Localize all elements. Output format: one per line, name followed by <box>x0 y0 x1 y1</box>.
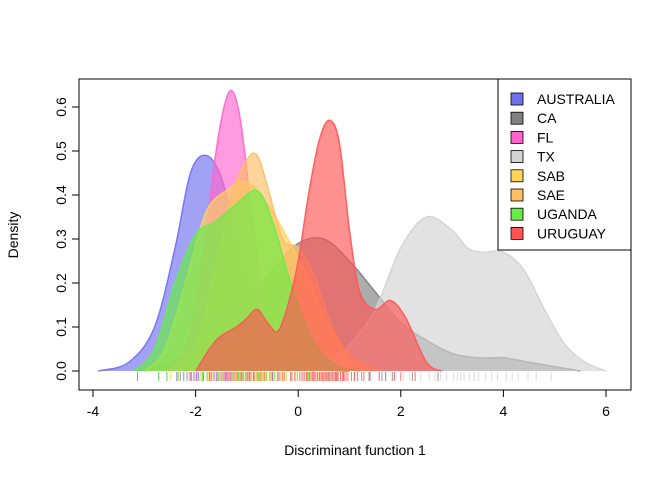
legend-label: TX <box>537 149 556 165</box>
y-axis: 0.0 0.1 0.2 0.3 0.4 0.5 0.6 <box>53 97 80 381</box>
legend-label: FL <box>537 129 554 145</box>
legend-box <box>497 78 632 251</box>
x-tick-label: 4 <box>500 403 508 419</box>
legend-swatch <box>510 169 524 183</box>
legend-swatch <box>510 150 524 164</box>
y-tick-label: 0.6 <box>53 97 69 117</box>
x-tick-label: -4 <box>87 403 100 419</box>
legend-swatch <box>510 92 524 106</box>
legend-label: CA <box>537 110 557 126</box>
legend-label: URUGUAY <box>537 225 607 241</box>
x-tick-label: 2 <box>397 403 405 419</box>
x-axis-label: Discriminant function 1 <box>284 442 426 458</box>
y-tick-label: 0.2 <box>53 273 69 293</box>
legend-swatch <box>510 130 524 144</box>
y-tick-label: 0.0 <box>53 361 69 381</box>
legend-label: AUSTRALIA <box>537 91 615 107</box>
y-tick-label: 0.3 <box>53 229 69 249</box>
legend-label: UGANDA <box>537 206 598 222</box>
legend-swatch <box>510 188 524 202</box>
density-line-uruguay <box>194 119 443 372</box>
x-tick-label: 6 <box>602 403 610 419</box>
x-tick-label: 0 <box>294 403 302 419</box>
density-curves <box>97 89 607 372</box>
legend-swatch <box>510 207 524 221</box>
density-area-uruguay <box>195 120 442 371</box>
y-tick-label: 0.1 <box>53 317 69 337</box>
legend-label: SAE <box>537 187 565 203</box>
legend: AUSTRALIA CA FL TX SAB SAE UGANDA URUGUAY <box>497 78 632 251</box>
x-tick-label: -2 <box>189 403 202 419</box>
y-axis-label: Density <box>5 212 21 259</box>
legend-swatch <box>510 111 524 125</box>
legend-label: SAB <box>537 168 565 184</box>
x-axis: -4 -2 0 2 4 6 <box>87 389 610 419</box>
legend-swatch <box>510 226 524 240</box>
y-tick-label: 0.5 <box>53 141 69 161</box>
y-tick-label: 0.4 <box>53 185 69 205</box>
rug-marks <box>136 372 552 381</box>
